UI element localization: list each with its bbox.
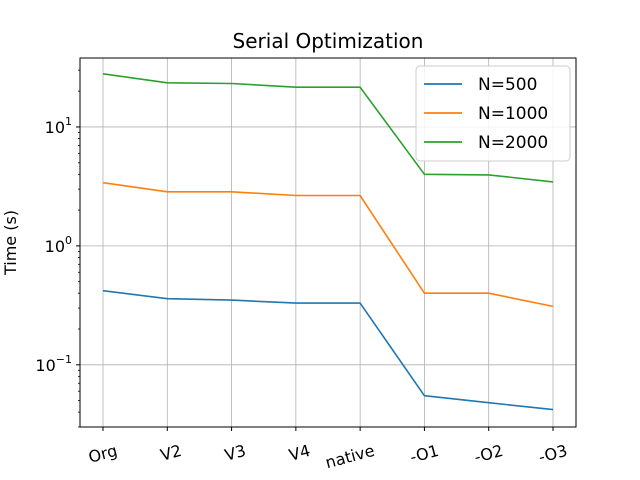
x-tick-label: V2 <box>158 441 183 465</box>
x-tick-label: Org <box>86 441 119 467</box>
y-tick-label: 101 <box>45 115 72 137</box>
x-tick-label: -O2 <box>472 441 505 467</box>
x-tick-label: -O1 <box>408 441 441 467</box>
x-tick-label: V4 <box>287 441 312 465</box>
series-line-n-500 <box>102 289 554 411</box>
legend-box <box>415 65 571 162</box>
x-tick-label: V3 <box>223 441 248 465</box>
y-tick-label: 10−1 <box>35 353 72 375</box>
series-line-n-2000 <box>102 73 554 183</box>
legend-label: N=1000 <box>478 104 548 124</box>
x-tick-label: native <box>323 441 376 472</box>
x-axis-ticks: Org V2 V3 V4 native -O1 -O2 -O3 <box>86 427 569 472</box>
legend-label: N=500 <box>478 75 537 95</box>
chart-title: Serial Optimization <box>233 29 424 53</box>
legend-label: N=2000 <box>478 133 548 153</box>
x-tick-label: -O3 <box>536 441 569 467</box>
legend: N=500 N=1000 N=2000 <box>415 65 571 162</box>
y-tick-label: 100 <box>45 234 72 256</box>
plot-area-frame <box>79 57 577 428</box>
series-lines <box>102 73 554 411</box>
y-axis-label: Time (s) <box>1 210 20 276</box>
y-axis-ticks: 10−1 100 101 <box>35 69 80 428</box>
series-line-n-1000 <box>102 181 554 308</box>
